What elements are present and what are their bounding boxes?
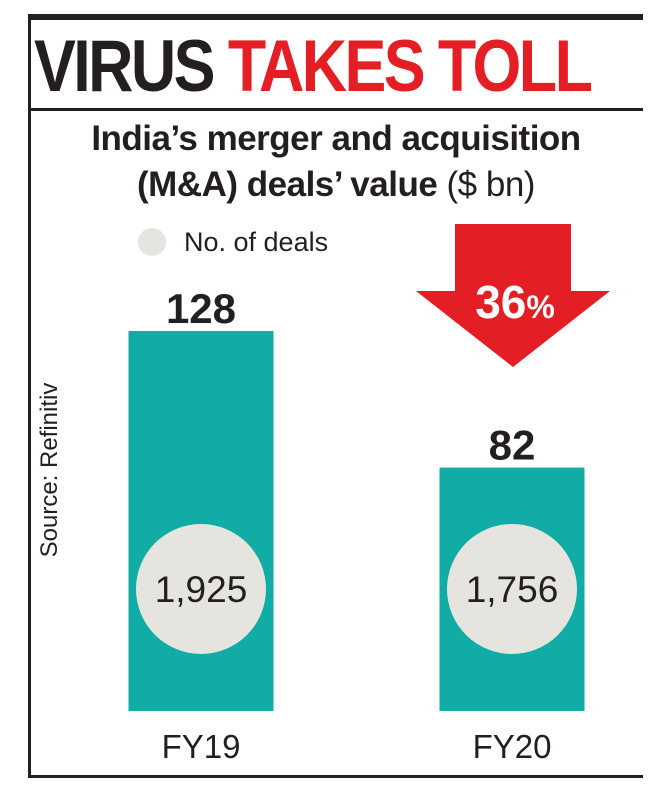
headline-rule (28, 108, 643, 111)
deal-count-label-fy20: 1,756 (466, 569, 559, 610)
value-label-fy20: 82 (489, 422, 536, 469)
legend-label: No. of deals (184, 226, 329, 257)
change-value: 36 (475, 276, 526, 328)
category-label-fy19: FY19 (162, 728, 241, 765)
chart-title-line2-bold: (M&A) deals’ value (137, 165, 438, 204)
headline: VIRUS TAKES TOLL (34, 26, 593, 108)
down-arrow-icon (416, 224, 610, 367)
category-label-fy20: FY20 (473, 728, 552, 765)
legend: No. of deals (138, 224, 328, 260)
chart-title-line1: India’s merger and acquisition (91, 119, 581, 158)
chart-title-line2: (M&A) deals’ value ($ bn) (30, 162, 642, 208)
chart-title: India’s merger and acquisition (M&A) dea… (30, 116, 642, 208)
deal-count-label-fy19: 1,925 (155, 569, 248, 610)
headline-part2: TAKES TOLL (227, 26, 593, 107)
deal-count-circle-fy20 (447, 524, 577, 654)
deal-count-circle-fy19 (136, 524, 266, 654)
chart-frame (28, 14, 643, 778)
legend-dot-icon (138, 228, 166, 256)
chart-unit: ($ bn) (446, 165, 536, 204)
change-sign: % (526, 289, 554, 325)
headline-part1: VIRUS (34, 26, 216, 107)
change-label: 36% (475, 276, 555, 328)
value-label-fy19: 128 (166, 285, 236, 332)
